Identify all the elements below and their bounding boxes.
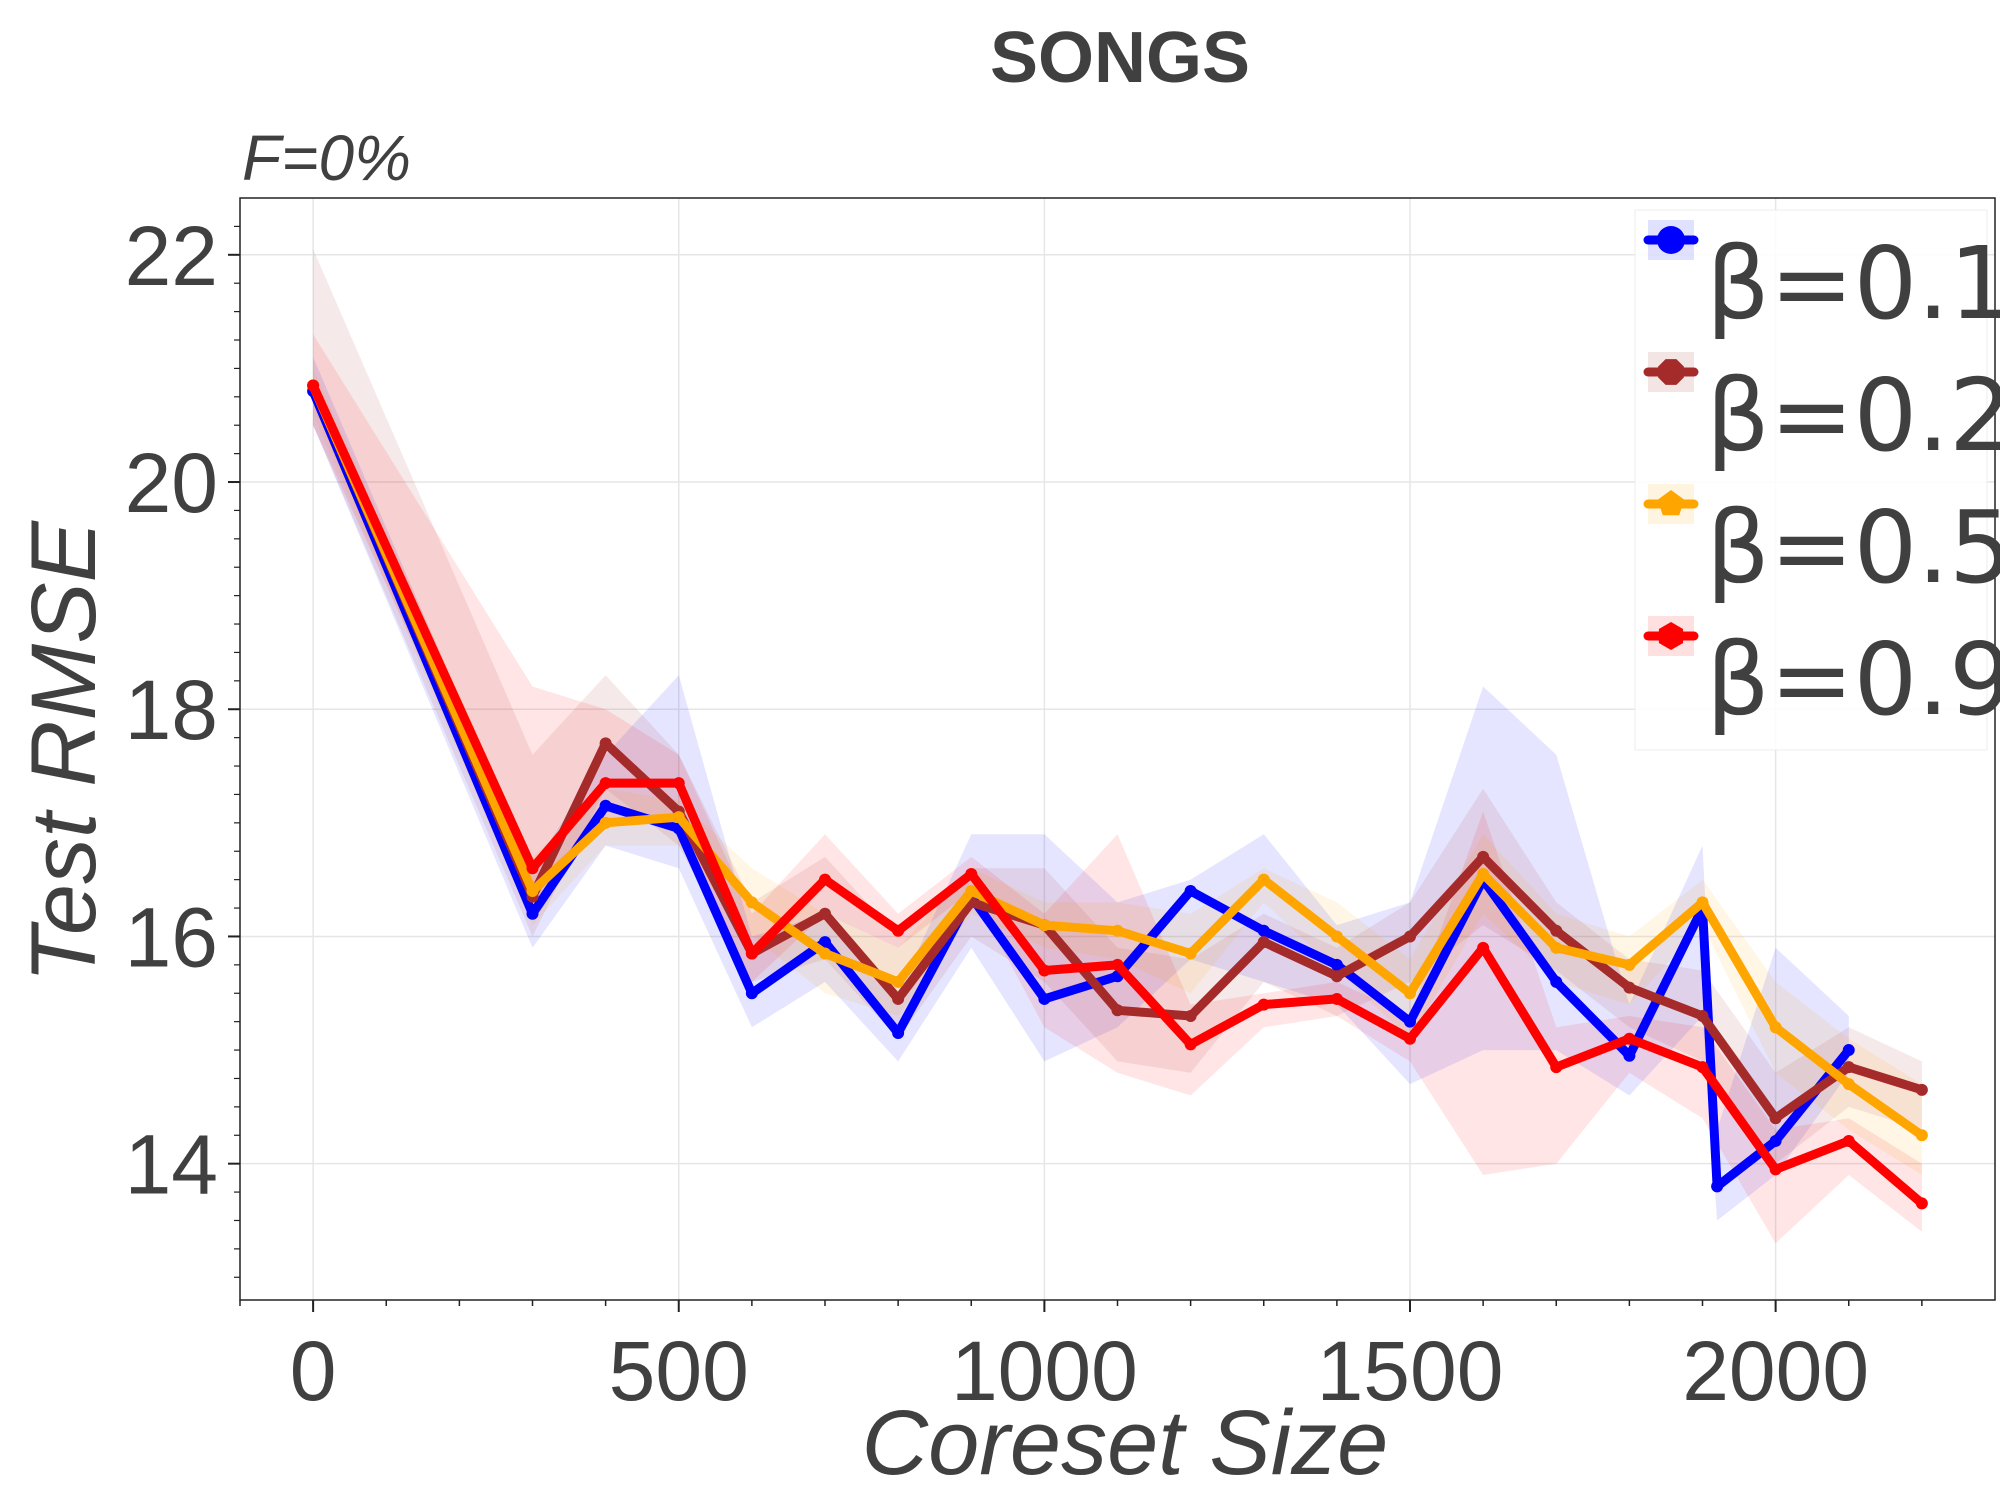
data-point — [1550, 975, 1563, 988]
axis-ticks: 0 500 1000 1500 2000 14 16 18 20 22 — [125, 209, 1923, 1418]
series-lines — [307, 379, 1928, 1210]
data-point — [1330, 970, 1343, 983]
data-point — [745, 987, 758, 1000]
data-point — [892, 975, 905, 988]
chart-subtitle: F=0% — [242, 122, 411, 194]
data-point — [965, 885, 978, 898]
legend-label: β=0.2 — [1706, 357, 2000, 474]
legend-marker — [1657, 490, 1685, 516]
data-point — [307, 379, 320, 392]
data-point — [1842, 1061, 1855, 1074]
data-point — [1711, 1180, 1724, 1193]
data-point — [1404, 987, 1416, 1000]
data-point — [1696, 1009, 1709, 1022]
y-tick-label: 22 — [125, 209, 218, 303]
data-point — [526, 862, 539, 875]
data-point — [1477, 941, 1490, 954]
data-point — [1257, 936, 1270, 949]
data-point — [1184, 1009, 1197, 1022]
data-point — [819, 936, 831, 949]
data-point — [1404, 930, 1416, 943]
data-point — [965, 867, 978, 880]
y-axis-label: Test RMSE — [13, 519, 115, 982]
data-point — [1404, 1015, 1416, 1028]
data-point — [1696, 896, 1709, 909]
data-point — [819, 947, 831, 960]
data-point — [1550, 924, 1563, 937]
confidence-band — [313, 357, 1849, 1221]
y-tick-label: 16 — [125, 890, 218, 984]
y-tick-label: 20 — [125, 436, 218, 530]
legend-label: β=0.9 — [1706, 621, 2000, 738]
data-point — [1696, 1061, 1709, 1074]
data-point — [1184, 947, 1197, 960]
x-tick-label: 2000 — [1682, 1324, 1869, 1418]
data-point — [1623, 1049, 1636, 1062]
data-point — [1038, 964, 1051, 977]
data-point — [1257, 924, 1270, 937]
data-point — [1623, 1032, 1636, 1045]
data-point — [1550, 1061, 1563, 1074]
data-point — [599, 777, 612, 790]
data-point — [526, 907, 539, 920]
data-point — [1038, 919, 1051, 932]
data-point — [819, 907, 831, 920]
data-point — [1404, 1032, 1416, 1045]
legend-marker — [1658, 622, 1684, 650]
chart-title: SONGS — [990, 18, 1250, 98]
y-tick-label: 14 — [125, 1118, 218, 1212]
data-point — [1330, 992, 1343, 1005]
data-point — [672, 777, 685, 790]
data-point — [1330, 930, 1343, 943]
data-point — [892, 924, 905, 937]
legend: β=0.1 β=0.2 β=0.5 β=0.9 — [1634, 209, 2000, 751]
legend-marker — [1658, 359, 1684, 385]
data-point — [819, 873, 831, 886]
data-point — [1477, 850, 1490, 863]
legend-marker — [1657, 226, 1685, 254]
data-point — [1111, 1004, 1124, 1017]
data-point — [892, 1027, 905, 1040]
data-point — [526, 885, 539, 898]
legend-box — [1634, 209, 1988, 751]
data-point — [1769, 1163, 1782, 1176]
data-point — [1769, 1112, 1782, 1125]
data-point — [1184, 885, 1197, 898]
x-tick-label: 0 — [290, 1324, 337, 1418]
data-point — [1038, 992, 1051, 1005]
data-point — [1477, 867, 1490, 880]
data-point — [1915, 1129, 1928, 1142]
data-point — [1111, 958, 1124, 971]
data-point — [892, 992, 905, 1005]
data-point — [599, 737, 612, 750]
x-tick-label: 1500 — [1317, 1324, 1504, 1418]
data-point — [745, 896, 758, 909]
data-point — [599, 816, 612, 829]
data-point — [1769, 1134, 1782, 1147]
legend-label: β=0.1 — [1706, 225, 2000, 342]
data-point — [1769, 1021, 1782, 1034]
data-point — [1623, 981, 1636, 994]
data-point — [1842, 1078, 1855, 1091]
data-point — [1842, 1134, 1855, 1147]
data-point — [1111, 924, 1124, 937]
y-tick-label: 18 — [125, 663, 218, 757]
data-point — [1915, 1197, 1928, 1210]
x-axis-label: Coreset Size — [862, 1392, 1389, 1494]
data-point — [1184, 1038, 1197, 1051]
data-point — [1330, 958, 1343, 971]
data-point — [1842, 1044, 1855, 1057]
data-point — [1550, 941, 1563, 954]
x-tick-label: 1000 — [951, 1324, 1138, 1418]
data-point — [1623, 958, 1636, 971]
data-point — [672, 811, 685, 824]
data-point — [599, 799, 612, 812]
legend-label: β=0.5 — [1706, 489, 2000, 606]
x-tick-label: 500 — [609, 1324, 749, 1418]
data-point — [1257, 998, 1270, 1011]
data-point — [745, 947, 758, 960]
data-point — [1257, 873, 1270, 886]
data-point — [1915, 1083, 1928, 1096]
